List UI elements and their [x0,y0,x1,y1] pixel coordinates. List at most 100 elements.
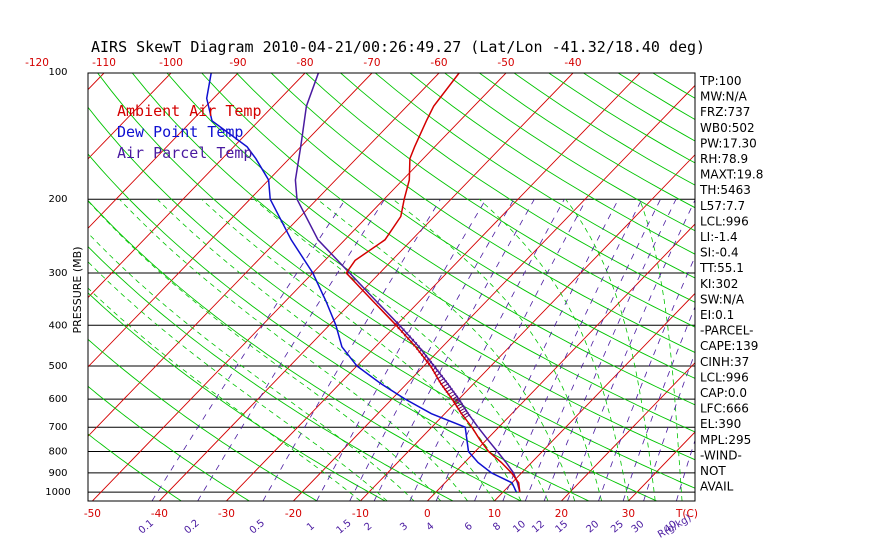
mixing-ratio-tick: 2 [363,521,375,534]
mixing-ratio-tick: 30 [630,519,647,536]
mixing-ratio-line-1 [316,198,487,501]
sounding-index: PW:17.30 [700,136,757,150]
sounding-index: -PARCEL- [700,324,754,338]
mixing-ratio-line-8 [502,199,643,501]
sounding-index: CAPE:139 [700,339,758,353]
isotherm-10 [494,292,695,501]
isotherm--50 [92,73,507,501]
sounding-index: WB0:502 [700,121,755,135]
series-air-parcel-temp [294,73,521,493]
sounding-index: EI:0.1 [700,308,734,322]
pressure-tick-300: 300 [48,268,67,279]
bottom-temp-tick: -30 [218,508,235,520]
moist-adiabat--2 [88,232,415,501]
isotherm--60 [88,73,440,437]
dry-adiabat--10 [88,292,386,501]
sounding-index: EL:390 [700,417,741,431]
top-temp-tick: -110 [92,57,116,69]
mixing-ratio-line-10 [524,199,661,501]
sounding-index: LI:-1.4 [700,230,738,244]
pressure-tick-400: 400 [48,320,67,331]
mixing-ratio-tick: 0.5 [248,518,267,537]
isotherm--120 [0,73,37,501]
moist-adiabat-6 [119,198,468,501]
sounding-index: CINH:37 [700,355,749,369]
mixing-ratio-tick: 4 [425,521,437,534]
mixing-ratio-line-30 [643,352,695,501]
dry-adiabat-10 [88,199,522,501]
dry-adiabat-30 [88,106,658,501]
sounding-index: RH:78.9 [700,152,748,166]
sounding-index: LCL:996 [700,370,749,384]
moist-adiabat--10 [88,287,361,501]
y-axis-label: PRESSURE (MB) [71,247,84,334]
dry-adiabat-150 [479,73,695,209]
moist-adiabat--6 [88,261,388,501]
bottom-temp-tick: 30 [622,508,635,520]
mixing-ratio-tick: 1.5 [334,518,353,537]
moist-adiabat-34 [565,198,656,501]
pressure-tick-900: 900 [48,468,67,479]
dry-adiabat--20 [88,338,318,501]
sounding-index: TP:100 [699,74,742,88]
legend-dew-point-temp: Dew Point Temp [117,123,243,141]
sounding-index: SW:N/A [700,292,745,306]
mixing-ratio-line-4 [435,199,587,501]
sounding-index: AVAIL [700,480,734,494]
mixing-ratio-tick: 25 [609,519,626,536]
top-temp-tick: -90 [229,57,246,69]
diagram-grid [0,73,870,501]
isotherm--30 [226,73,641,501]
dry-adiabat-110 [340,73,695,303]
isotherm-50 [762,73,870,501]
sounding-index: MAXT:19.8 [700,168,763,182]
pressure-tick-700: 700 [48,422,67,433]
mixing-ratio-tick: 15 [553,519,570,536]
bottom-temp-tick: 0 [424,508,431,520]
dry-adiabat-100 [305,73,695,328]
mixing-ratio-tick: 3 [398,521,410,534]
series-dew-point-temp [205,73,518,493]
dry-adiabat--40 [88,433,182,501]
top-temp-tick: -60 [430,57,447,69]
mixing-ratio-line-40 [676,439,695,501]
mixing-ratio-tick: 10 [511,519,528,536]
top-temp-tick: -50 [497,57,514,69]
dry-adiabat-20 [88,153,590,501]
mixing-ratio-tick: 6 [463,521,475,534]
dry-adiabat-40 [97,73,695,489]
pressure-tick-200: 200 [48,194,67,205]
dry-adiabat-60 [166,73,695,433]
x-axis-label: T(C) [675,508,698,520]
moist-adiabat-26 [392,198,602,501]
bottom-temp-tick: -40 [151,508,168,520]
plot-frame [87,72,696,502]
sounding-index: -WIND- [700,448,742,462]
isotherm--20 [293,84,695,501]
mixing-ratio-line-0-2 [197,198,386,501]
series-ambient-air-temp [345,73,521,493]
dry-adiabat-90 [270,73,695,353]
isotherm--70 [88,73,373,368]
mixing-ratio-tick: 0.1 [137,518,156,537]
mixing-ratio-line-0-5 [262,198,441,501]
bottom-temp-tick: -20 [285,508,302,520]
pressure-tick-100: 100 [48,67,67,78]
legend-air-parcel-temp: Air Parcel Temp [117,144,252,162]
sounding-index: TT:55.1 [699,261,744,275]
mixing-ratio-tick: 1 [305,521,317,534]
sounding-index: NOT [700,464,726,478]
mixing-ratio-line-20 [598,255,695,501]
dry-adiabat-80 [236,73,695,379]
sounding-index: MW:N/A [700,90,748,104]
mixing-ratio-tick: 12 [530,519,547,536]
sounding-index: CAP:0.0 [700,386,747,400]
dry-adiabat--30 [88,385,250,501]
dry-adiabat-0 [88,245,454,501]
mixing-ratio-line-0-1 [151,198,346,501]
sounding-index: FRZ:737 [700,105,750,119]
isotherm--40 [159,73,574,501]
sounding-curves [205,73,521,493]
